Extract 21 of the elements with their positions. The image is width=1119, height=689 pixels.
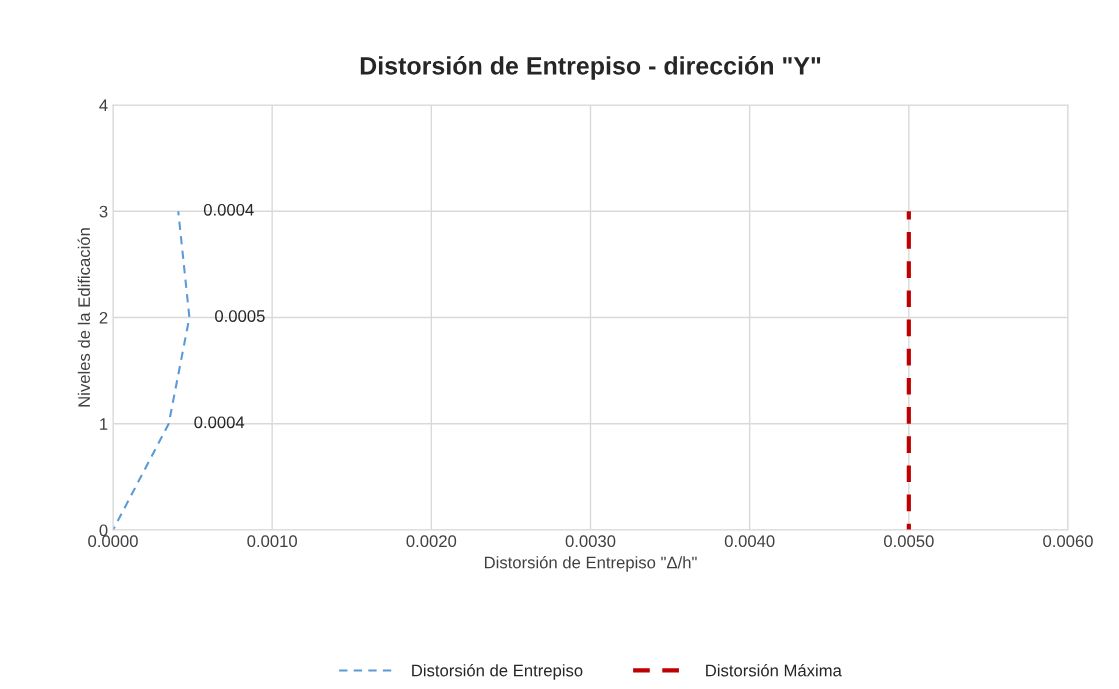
y-tick-label: 1 <box>100 418 108 430</box>
x-tick-label: 0.0040 <box>724 535 775 548</box>
y-axis-title: Niveles de la Edificación <box>77 228 91 407</box>
line-series <box>113 210 191 530</box>
x-tick-label: 0.0010 <box>247 535 298 548</box>
y-tick-label: 0 <box>99 524 108 537</box>
x-tick-label: 0.0060 <box>1043 535 1093 548</box>
y-tick-label: 2 <box>99 311 108 324</box>
x-tick-label: 0.0050 <box>884 535 934 548</box>
annotation: 0.0004 <box>203 203 254 216</box>
x-axis-title: Distorsión de Entrepiso "Δ/h" <box>484 555 697 572</box>
annotation: 0.0004 <box>194 416 245 429</box>
legend-label: Distorsión Máxima <box>706 664 842 677</box>
annotation: 0.0005 <box>215 310 265 322</box>
chart-title: Distorsión de Entrepiso - dirección "Y" <box>360 56 821 80</box>
y-tick-label: 3 <box>99 205 108 218</box>
x-tick-label: 0.0030 <box>565 535 616 548</box>
legend-label: Distorsión de Entrepiso <box>412 664 583 680</box>
x-tick-label: 0.0000 <box>88 535 138 548</box>
y-tick-label: 4 <box>99 99 108 112</box>
x-tick-label: 0.0020 <box>406 535 457 548</box>
